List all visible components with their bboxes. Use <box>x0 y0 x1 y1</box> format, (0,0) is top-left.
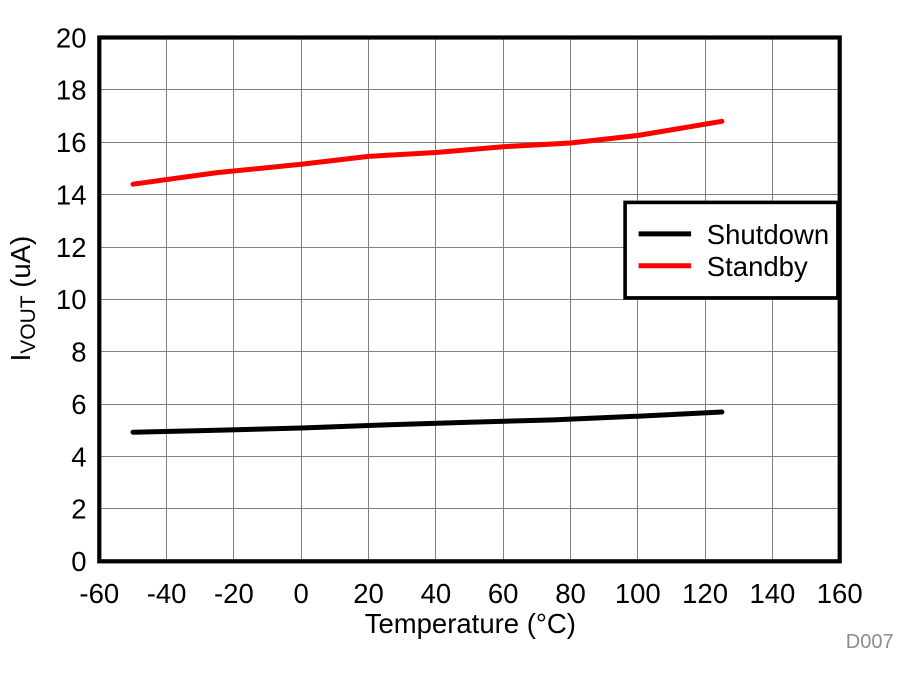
svg-text:0: 0 <box>71 546 86 577</box>
svg-text:-40: -40 <box>147 578 187 609</box>
svg-text:18: 18 <box>56 75 87 106</box>
svg-text:Shutdown: Shutdown <box>707 219 829 250</box>
svg-text:6: 6 <box>71 389 86 420</box>
svg-text:14: 14 <box>56 179 87 210</box>
svg-text:D007: D007 <box>846 631 894 653</box>
svg-text:2: 2 <box>71 494 86 525</box>
svg-text:16: 16 <box>56 127 87 158</box>
svg-text:160: 160 <box>817 578 863 609</box>
svg-text:20: 20 <box>353 578 384 609</box>
svg-text:60: 60 <box>488 578 519 609</box>
svg-text:40: 40 <box>421 578 452 609</box>
svg-text:120: 120 <box>682 578 728 609</box>
svg-text:0: 0 <box>294 578 309 609</box>
svg-text:Standby: Standby <box>707 251 808 282</box>
svg-text:4: 4 <box>71 441 86 472</box>
svg-text:100: 100 <box>615 578 661 609</box>
svg-text:10: 10 <box>56 284 87 315</box>
svg-text:80: 80 <box>555 578 586 609</box>
svg-text:8: 8 <box>71 337 86 368</box>
svg-text:12: 12 <box>56 232 87 263</box>
svg-text:-60: -60 <box>79 578 119 609</box>
svg-text:20: 20 <box>56 22 87 53</box>
svg-text:Temperature (°C): Temperature (°C) <box>365 608 576 639</box>
svg-text:140: 140 <box>749 578 795 609</box>
svg-text:-20: -20 <box>214 578 254 609</box>
